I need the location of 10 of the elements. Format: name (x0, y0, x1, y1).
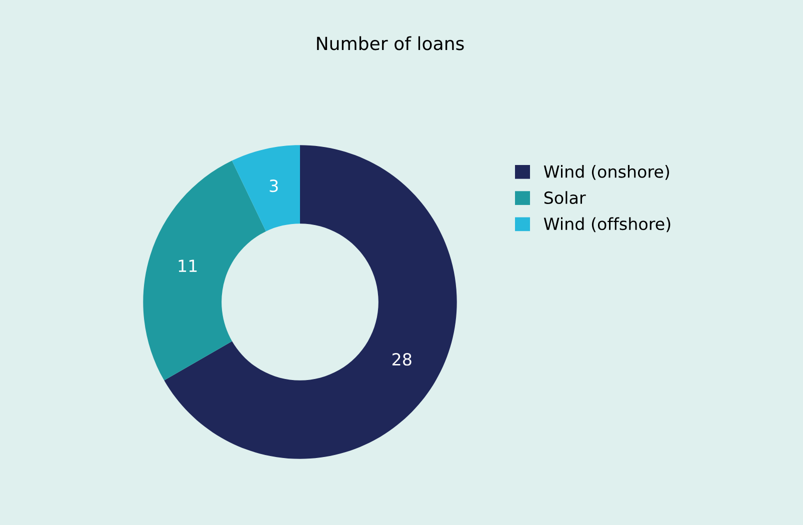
donut-slice (143, 160, 266, 380)
legend-label: Wind (offshore) (544, 217, 670, 232)
donut-slice (232, 145, 300, 232)
legend-label: Wind (onshore) (544, 165, 670, 180)
data-label: 28 (392, 353, 412, 366)
data-label: 11 (178, 260, 197, 272)
legend-label: Solar (544, 191, 586, 204)
donut-slice (164, 145, 457, 459)
data-label: 3 (270, 180, 278, 192)
chart-title: Number of loans (317, 36, 464, 50)
